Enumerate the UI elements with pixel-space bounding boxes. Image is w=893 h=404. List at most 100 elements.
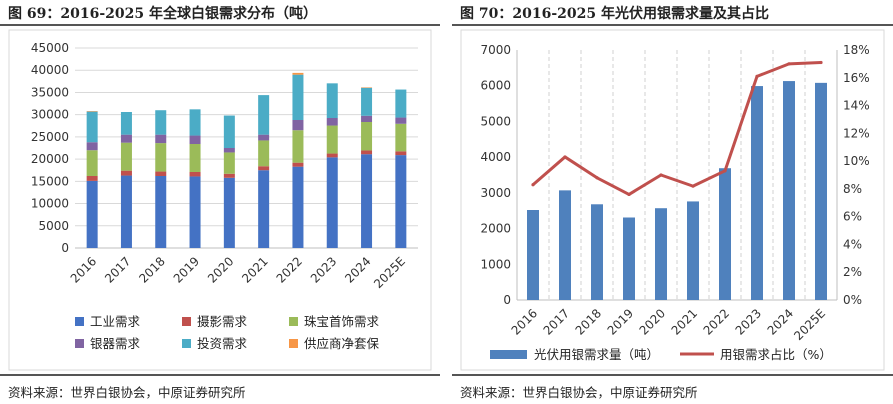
bar-segment (189, 144, 201, 172)
chart-title: 图 70：2016-2025 年光伏用银需求量及其占比 (460, 6, 769, 22)
y2-tick-label: 18% (843, 43, 870, 57)
bar (655, 208, 667, 300)
y-tick-label: 7000 (480, 43, 511, 57)
bar-segment (326, 153, 338, 158)
legend-label: 摄影需求 (197, 314, 248, 329)
bar-segment (155, 171, 167, 176)
y-tick-label: 40000 (31, 63, 69, 77)
bar-segment (395, 151, 407, 156)
bar-segment (189, 172, 201, 177)
y-tick-label: 0 (61, 241, 69, 255)
bar (623, 217, 635, 300)
bar-segment (189, 176, 201, 248)
bar-segment (361, 87, 373, 88)
y-tick-label: 45000 (31, 41, 69, 55)
y-tick-label: 6000 (480, 79, 511, 93)
bar (591, 204, 603, 300)
bar-segment (395, 117, 407, 124)
legend-swatch (490, 350, 527, 359)
line-point (659, 173, 663, 177)
plot-frame (460, 29, 885, 371)
line-point (723, 169, 727, 173)
bar-segment (258, 170, 270, 248)
bar-segment (155, 143, 167, 172)
chart-panel-pv-silver-demand: 图 70：2016-2025 年光伏用银需求量及其占比 0 1000 2000 300… (452, 0, 893, 402)
line-series (532, 61, 822, 196)
bar-segment (292, 162, 304, 167)
legend-label: 珠宝首饰需求 (304, 314, 380, 329)
bar-segment (395, 89, 407, 118)
bar-segment (120, 142, 132, 171)
legend-swatch (182, 317, 191, 326)
bar-segment (361, 115, 373, 122)
line-point (595, 176, 599, 180)
bar (719, 168, 731, 300)
legend-label: 投资需求 (197, 336, 248, 351)
bar-segment (326, 157, 338, 248)
y2-tick-label: 0% (843, 293, 862, 307)
bar-segment (395, 123, 407, 152)
bar-segment (120, 112, 132, 135)
y-tick-label: 15000 (31, 174, 69, 188)
legend-label: 工业需求 (90, 314, 141, 329)
y2-tick-label: 8% (843, 182, 862, 196)
bar-segment (223, 173, 235, 178)
bar-segment (395, 155, 407, 248)
bar-segment (86, 180, 98, 248)
legend-swatch (75, 317, 84, 326)
y-tick-label: 20000 (31, 152, 69, 166)
legend-swatch (182, 339, 191, 348)
bar-segment (86, 111, 98, 112)
y-tick-label: 5000 (38, 219, 69, 233)
bar (815, 82, 827, 300)
y2-tick-label: 6% (843, 210, 862, 224)
y-tick-label: 5000 (480, 114, 511, 128)
bar-segment (292, 72, 304, 75)
bar-segment (120, 134, 132, 143)
bar-segment (361, 150, 373, 155)
bar (687, 201, 699, 300)
bar-line-chart: 0 1000 2000 3000 4000 5000 6000 7000 0% 2% 4% 6% 8% 1… (460, 29, 885, 371)
bar (783, 81, 795, 300)
bar-segment (86, 150, 98, 176)
bar-segment (292, 74, 304, 120)
bar-segment (361, 154, 373, 248)
bar-segment (223, 115, 235, 148)
legend-label: 供应商净套保 (304, 336, 380, 351)
legend-label: 银器需求 (90, 336, 141, 351)
bar-segment (223, 177, 235, 248)
bar-segment (292, 120, 304, 131)
bar (527, 210, 539, 300)
y-tick-label: 30000 (31, 108, 69, 122)
chart-title: 图 69：2016-2025 年全球白银需求分布（吨） (8, 6, 317, 22)
y-tick-label: 25000 (31, 130, 69, 144)
bar (751, 86, 763, 300)
bar-segment (86, 142, 98, 151)
line-point (787, 62, 791, 66)
bar-segment (223, 152, 235, 174)
title-bar: 图 70：2016-2025 年光伏用银需求量及其占比 (452, 0, 893, 26)
line-point (691, 184, 695, 188)
title-bar: 图 69：2016-2025 年全球白银需求分布（吨） (0, 0, 440, 26)
bar-segment (155, 176, 167, 248)
bar-segment (120, 175, 132, 248)
y-tick-label: 35000 (31, 85, 69, 99)
bar-segment (258, 140, 270, 167)
source-note: 资料来源：世界白银协会，中原证券研究所 (460, 385, 698, 400)
bar-segment (326, 118, 338, 126)
bar-segment (258, 134, 270, 141)
y-tick-label: 2000 (480, 222, 511, 236)
y-tick-label: 0 (503, 293, 511, 307)
bar-segment (86, 111, 98, 143)
bar-segment (326, 125, 338, 154)
y2-tick-label: 2% (843, 265, 862, 279)
line-point (627, 192, 631, 197)
legend-label: 光伏用银需求量（吨） (534, 347, 659, 362)
line-point (819, 60, 823, 65)
bar-segment (189, 109, 201, 136)
legend-label: 用银需求占比（%） (720, 347, 832, 362)
line-point (563, 155, 567, 159)
chart-panel-global-silver-demand: 图 69：2016-2025 年全球白银需求分布（吨） 0 5000 10000 15… (0, 0, 440, 402)
y-tick-label: 3000 (480, 186, 511, 200)
bar-segment (326, 83, 338, 118)
